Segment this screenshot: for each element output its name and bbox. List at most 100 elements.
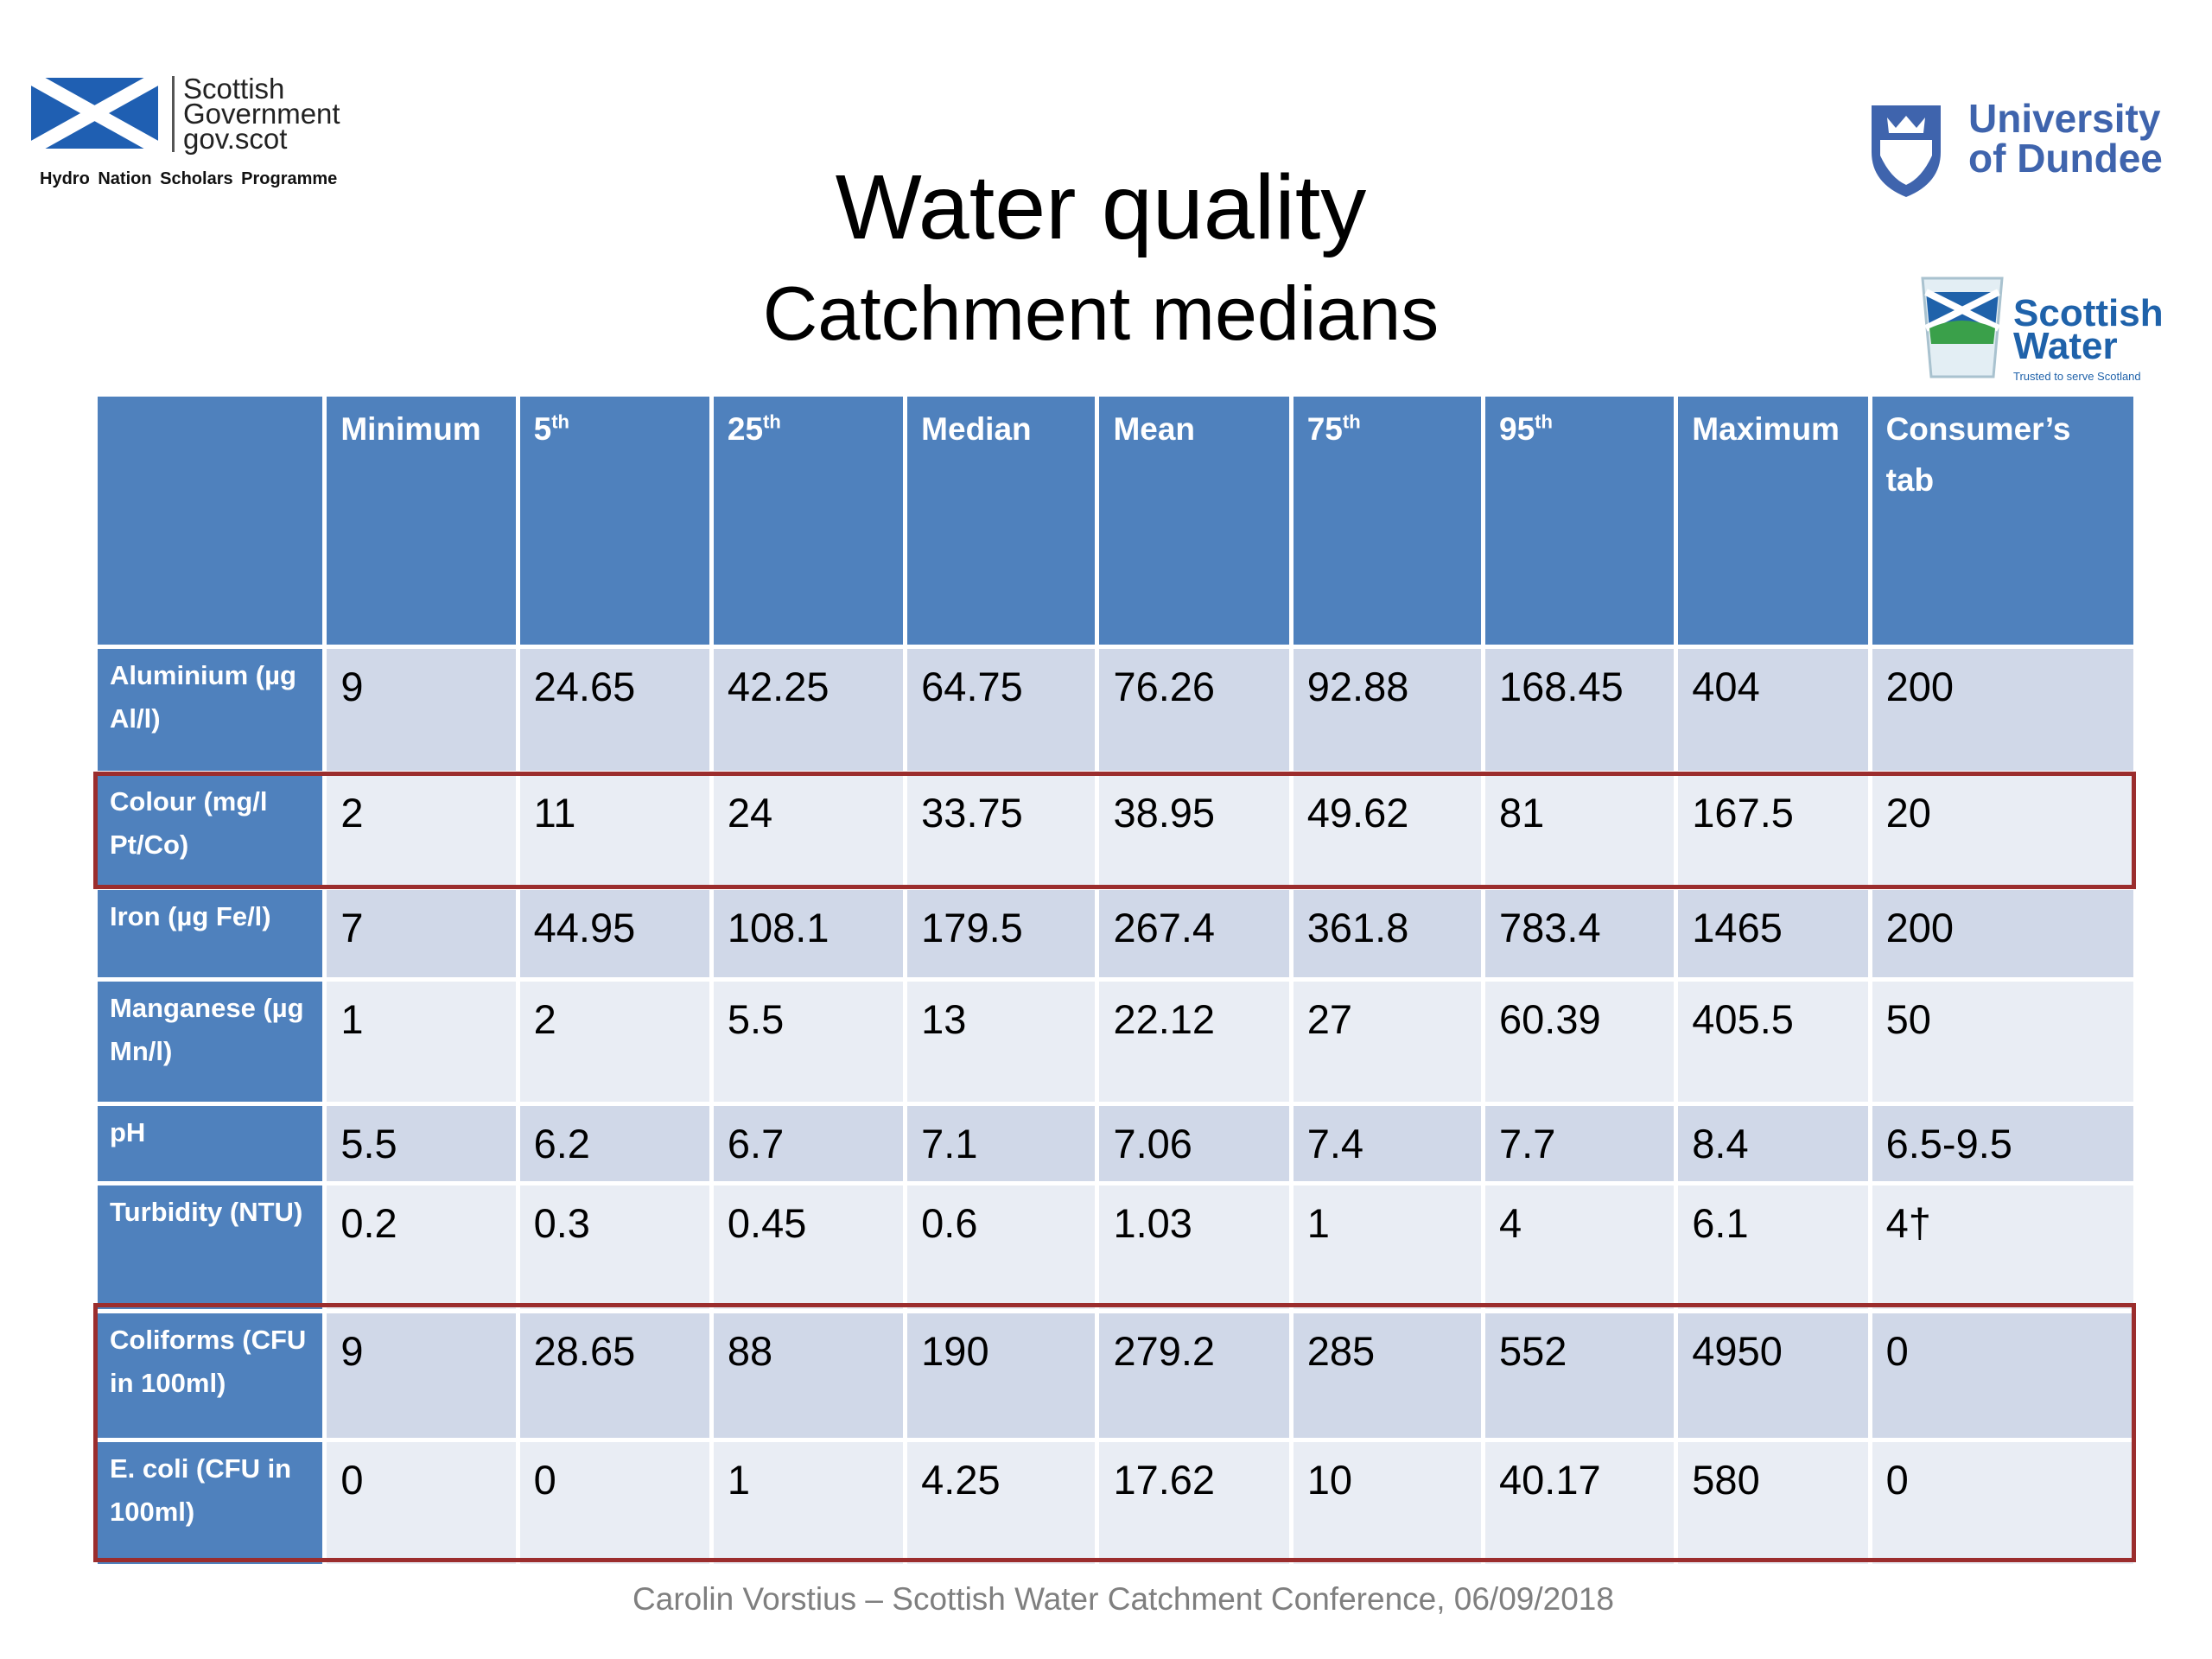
dundee-shield: [1872, 105, 1941, 197]
table-cell: 44.95: [519, 890, 709, 977]
logo-line: Water: [2013, 325, 2118, 367]
row-label: Manganese (µg Mn/l): [98, 982, 323, 1102]
table-row: Manganese (µg Mn/l) 1 2 5.5 13 22.12 27 60.39 40…: [98, 982, 2133, 1102]
table-cell: 267.4: [1099, 890, 1289, 977]
table-cell: 0.2: [327, 1185, 516, 1309]
table-cell: 361.8: [1293, 890, 1482, 977]
header-cell: Maximum: [1678, 397, 1868, 645]
highlight-box: [93, 1303, 2136, 1562]
table-cell: 0.45: [713, 1185, 904, 1309]
table-cell: 13: [907, 982, 1096, 1102]
table-cell: 7.06: [1099, 1106, 1289, 1181]
title: Water quality: [835, 156, 1367, 258]
row-label: Aluminium (µg Al/l): [98, 649, 323, 771]
data-table: Minimum 5th 25th Median Mean 75th 95th Maximum C…: [93, 392, 2138, 1568]
logo-divider: [172, 76, 175, 152]
table-cell: 7.1: [907, 1106, 1096, 1181]
table-cell: 7.4: [1293, 1106, 1482, 1181]
logo-line: of Dundee: [1968, 136, 2163, 181]
header-text: 25: [727, 411, 764, 447]
table-cell: 60.39: [1485, 982, 1675, 1102]
header-cell: Mean: [1099, 397, 1289, 645]
header-superscript: th: [1535, 410, 1553, 433]
table-cell: 33.75: [907, 775, 1096, 886]
table-cell: 279.2: [1099, 1313, 1289, 1438]
header-cell: Minimum: [327, 397, 516, 645]
row-label: Iron (µg Fe/l): [98, 890, 323, 977]
table-cell: 92.88: [1293, 649, 1482, 771]
table-cell: 0.6: [907, 1185, 1096, 1309]
table-cell: 1: [327, 982, 516, 1102]
table-cell: 24.65: [519, 649, 709, 771]
table-cell: 0.3: [519, 1185, 709, 1309]
logo-line: University: [1968, 96, 2161, 141]
table-cell: 7.7: [1485, 1106, 1675, 1181]
table-cell: 1.03: [1099, 1185, 1289, 1309]
header-cell: 5th: [519, 397, 709, 645]
table-cell: 6.5-9.5: [1872, 1106, 2133, 1181]
table-row: Coliforms (CFU in 100ml) 9 28.65 88 190 279.2…: [98, 1313, 2133, 1438]
table-cell: 28.65: [519, 1313, 709, 1438]
header-superscript: th: [551, 410, 569, 433]
table-cell: 4: [1485, 1185, 1675, 1309]
table-cell: 580: [1678, 1442, 1868, 1564]
header-text: 95: [1499, 411, 1535, 447]
table-cell: 0: [327, 1442, 516, 1564]
table-cell: 1465: [1678, 890, 1868, 977]
table-cell: 10: [1293, 1442, 1482, 1564]
table-cell: 4950: [1678, 1313, 1868, 1438]
row-label: Coliforms (CFU in 100ml): [98, 1313, 323, 1438]
table-cell: 285: [1293, 1313, 1482, 1438]
logo-text: Scottish Water: [2013, 292, 2164, 367]
header-cell: [98, 397, 323, 645]
table-cell: 17.62: [1099, 1442, 1289, 1564]
table-cell: 6.1: [1678, 1185, 1868, 1309]
header-superscript: th: [763, 410, 781, 433]
table-cell: 9: [327, 1313, 516, 1438]
header-text: 5: [533, 411, 552, 447]
footer: Carolin Vorstius – Scottish Water Catchm…: [632, 1581, 1614, 1617]
table-cell: 4.25: [907, 1442, 1096, 1564]
header-superscript: th: [1342, 410, 1361, 433]
table-cell: 24: [713, 775, 904, 886]
table-row: Colour (mg/l Pt/Co) 2 11 24 33.75 38.95 49.62 8…: [98, 775, 2133, 886]
subtitle: Catchment medians: [762, 270, 1440, 356]
table-cell: 552: [1485, 1313, 1675, 1438]
logo-line: Scottish: [2013, 292, 2164, 334]
table-row: E. coli (CFU in 100ml) 0 0 1 4.25 17.62 10 40.1…: [98, 1442, 2133, 1564]
table-cell: 108.1: [713, 890, 904, 977]
logo-line: gov.scot: [183, 123, 288, 155]
table-cell: 42.25: [713, 649, 904, 771]
saltire-flag: [31, 78, 161, 150]
table-cell: 9: [327, 649, 516, 771]
table-cell: 7: [327, 890, 516, 977]
logo-line: Scottish: [183, 73, 285, 105]
water-glass: [1921, 276, 2004, 378]
table-cell: 5.5: [713, 982, 904, 1102]
table-cell: 0: [1872, 1442, 2133, 1564]
table-cell: 27: [1293, 982, 1482, 1102]
logo-line: Government: [183, 98, 340, 130]
table-cell: 200: [1872, 890, 2133, 977]
table-cell: 167.5: [1678, 775, 1868, 886]
table-cell: 49.62: [1293, 775, 1482, 886]
table-cell: 6.2: [519, 1106, 709, 1181]
table-cell: 4†: [1872, 1185, 2133, 1309]
table-cell: 22.12: [1099, 982, 1289, 1102]
row-label: Turbidity (NTU): [98, 1185, 323, 1309]
table-cell: 168.45: [1485, 649, 1675, 771]
table-cell: 40.17: [1485, 1442, 1675, 1564]
table-cell: 6.7: [713, 1106, 904, 1181]
table-row: Iron (µg Fe/l) 7 44.95 108.1 179.5 267.4 361.8…: [98, 890, 2133, 977]
table-cell: 404: [1678, 649, 1868, 771]
table-cell: 20: [1872, 775, 2133, 886]
logo-text: University of Dundee: [1968, 99, 2163, 178]
table-cell: 1: [713, 1442, 904, 1564]
table-cell: 783.4: [1485, 890, 1675, 977]
table-row: Aluminium (µg Al/l) 9 24.65 42.25 64.75 76.26…: [98, 649, 2133, 771]
header-row: Minimum 5th 25th Median Mean 75th 95th Maximum C…: [98, 397, 2133, 645]
row-label: pH: [98, 1106, 323, 1181]
table-cell: 8.4: [1678, 1106, 1868, 1181]
logo-tagline: Trusted to serve Scotland: [2013, 370, 2141, 383]
